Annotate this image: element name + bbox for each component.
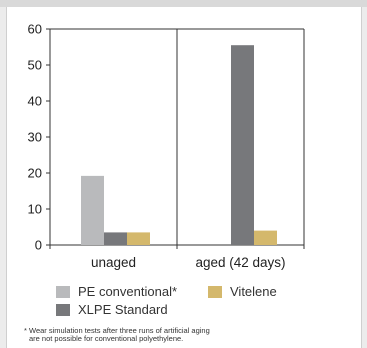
bar-xlpe-standard-0 [104, 232, 127, 245]
y-tick-label: 10 [28, 202, 42, 217]
legend-swatch-vitelene [208, 285, 222, 298]
legend-swatch-xlpe-standard [56, 303, 70, 316]
top-strip [0, 0, 367, 7]
y-tick-label: 60 [28, 22, 42, 37]
legend-label-vitelene: Vitelene [230, 284, 277, 299]
y-tick-label: 30 [28, 130, 42, 145]
bar-vitelene-1 [254, 230, 277, 245]
legend-item-pe-conventional: PE conventional* [56, 284, 177, 299]
legend-swatch-pe-conventional [56, 285, 70, 298]
legend-item-xlpe-standard: XLPE Standard [56, 302, 168, 317]
footnote-line-2: are not possible for conventional polyet… [29, 334, 184, 343]
bar-pe-conventional-0 [81, 175, 104, 245]
legend-label-pe-conventional: PE conventional* [78, 284, 178, 299]
y-tick-label: 20 [28, 166, 42, 181]
x-category-label: aged (42 days) [195, 255, 285, 270]
legend-label-xlpe-standard: XLPE Standard [78, 302, 168, 317]
bar-vitelene-0 [127, 232, 150, 245]
footnote-line-1: * Wear simulation tests after three runs… [24, 326, 210, 335]
y-tick-label: 50 [28, 58, 42, 73]
y-tick-label: 0 [35, 238, 42, 253]
legend-item-vitelene: Vitelene [208, 284, 277, 299]
y-tick-label: 40 [28, 94, 42, 109]
chart-legend: PE conventional* Vitelene XLPE Standard [56, 284, 356, 318]
footnote: * Wear simulation tests after three runs… [24, 327, 354, 343]
bar-xlpe-standard-1 [231, 45, 254, 246]
x-category-label: unaged [91, 255, 136, 270]
